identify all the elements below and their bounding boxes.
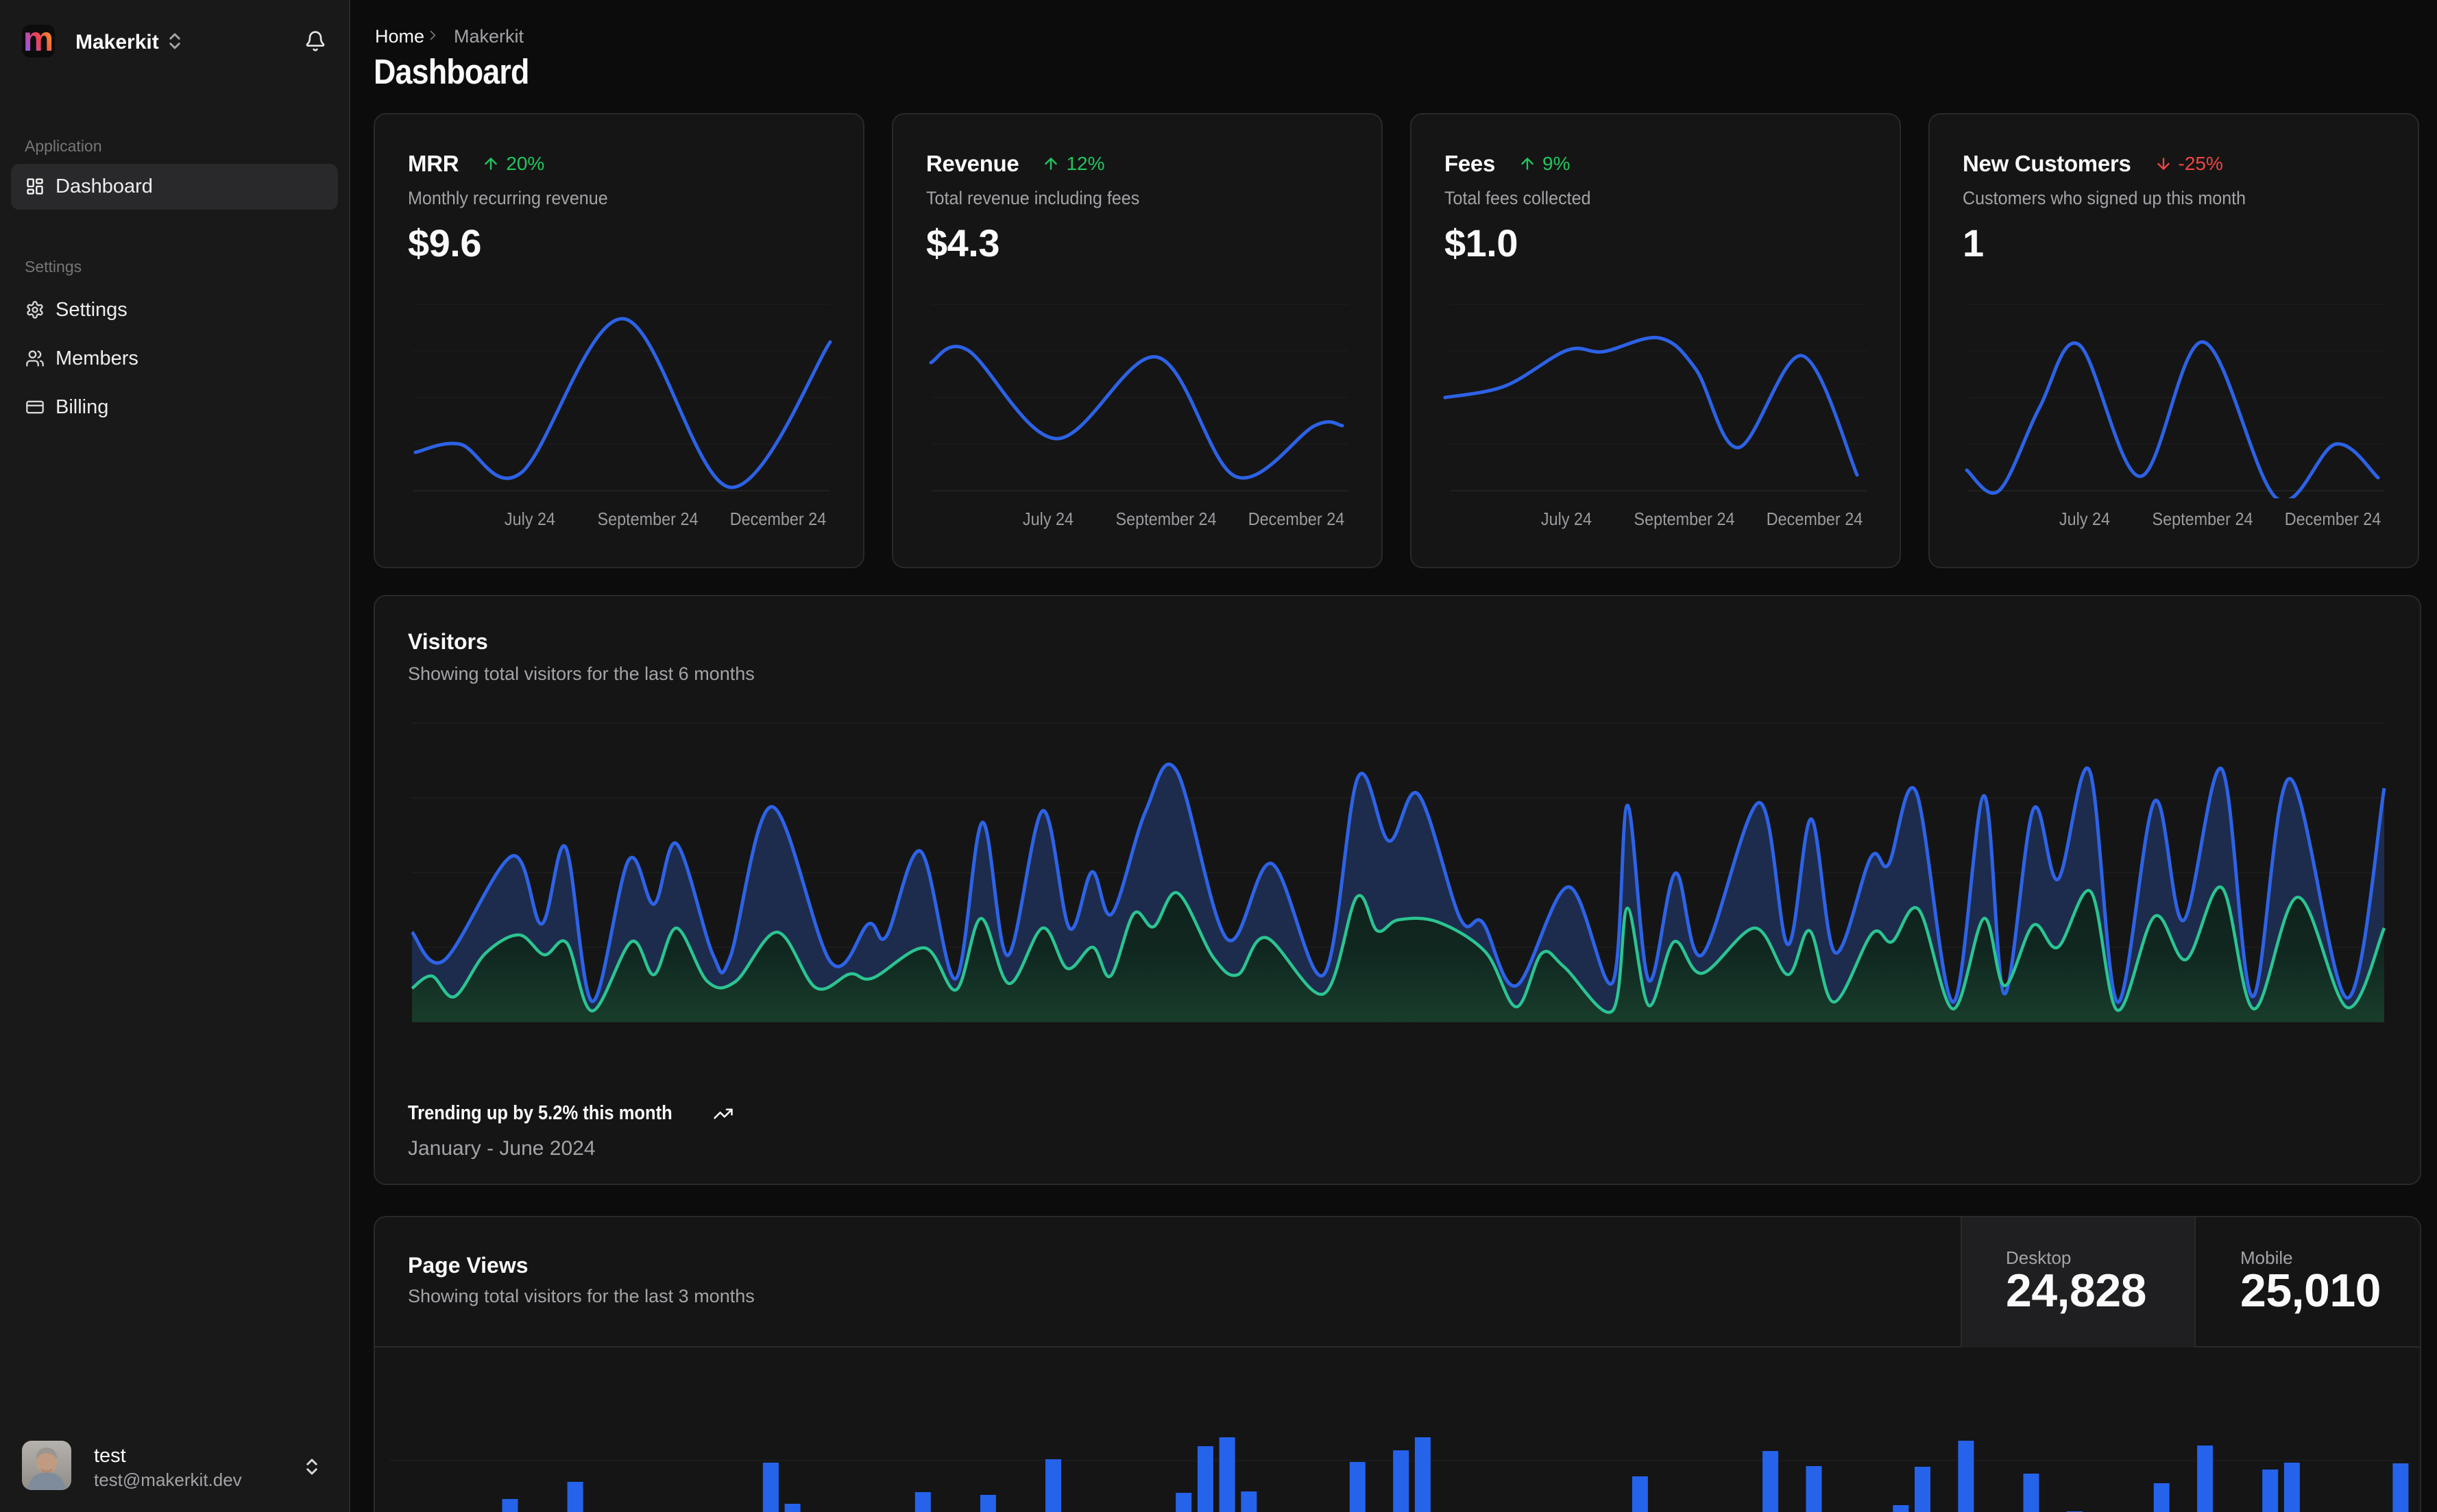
- svg-text:m: m: [23, 25, 53, 58]
